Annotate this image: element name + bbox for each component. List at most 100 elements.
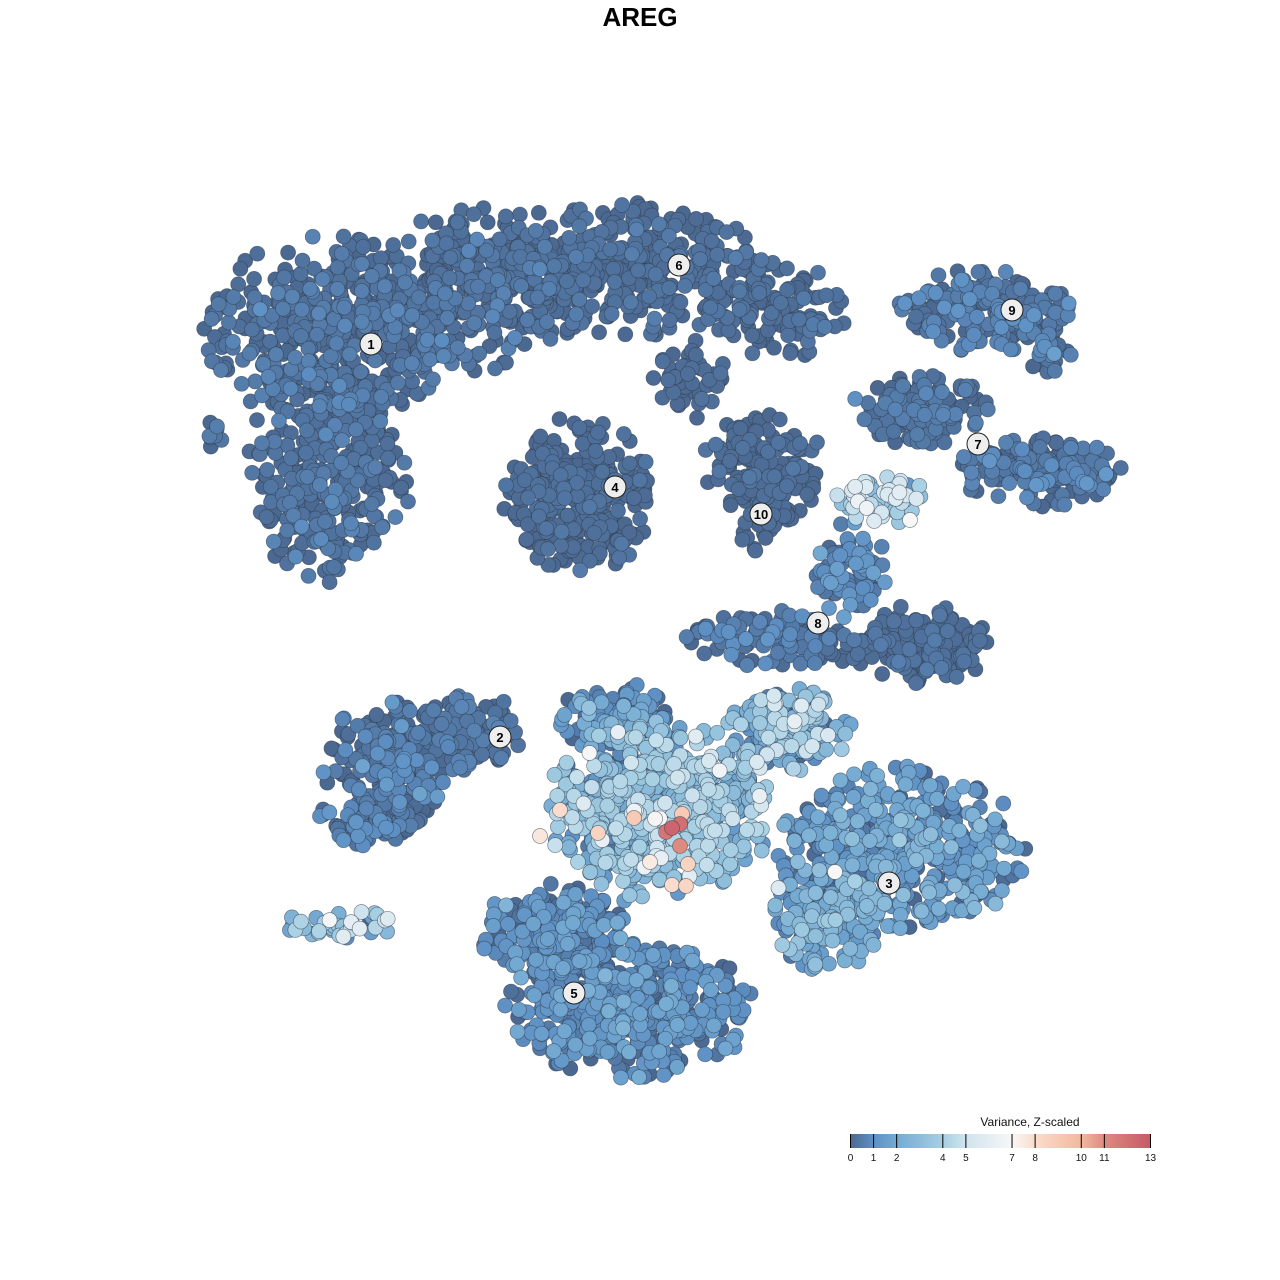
data-point	[324, 493, 340, 510]
data-point	[1062, 346, 1079, 363]
data-point	[766, 339, 782, 356]
data-point	[465, 206, 482, 223]
data-point	[655, 1067, 672, 1083]
data-point	[990, 488, 1007, 505]
data-point	[661, 227, 677, 244]
data-point	[530, 204, 547, 221]
data-point	[335, 228, 352, 245]
data-point	[688, 347, 704, 363]
data-point	[545, 1043, 562, 1059]
data-point	[225, 289, 242, 305]
data-point	[1078, 475, 1095, 492]
data-point	[284, 288, 301, 305]
data-point	[539, 541, 556, 557]
data-point	[948, 669, 965, 685]
data-point	[556, 1023, 573, 1040]
data-point	[425, 702, 442, 719]
data-point	[300, 353, 317, 370]
data-point	[539, 931, 556, 947]
data-point	[449, 214, 466, 231]
data-point	[847, 391, 864, 407]
data-point	[734, 440, 751, 456]
data-point	[688, 211, 704, 227]
data-point	[393, 718, 410, 734]
data-point	[747, 542, 764, 559]
data-point	[759, 631, 776, 648]
data-point	[892, 906, 909, 923]
data-point	[541, 280, 558, 297]
data-point	[614, 945, 631, 962]
data-point	[333, 245, 350, 262]
data-point	[770, 434, 787, 451]
data-point	[471, 345, 488, 362]
data-point	[738, 631, 754, 647]
data-point	[379, 435, 396, 452]
data-point	[559, 507, 576, 524]
data-point	[632, 510, 648, 527]
data-point	[963, 464, 980, 481]
data-point	[757, 530, 774, 546]
data-point	[855, 530, 871, 547]
data-point	[510, 737, 526, 754]
data-point	[979, 401, 996, 418]
data-point	[385, 237, 402, 253]
data-point	[419, 331, 436, 348]
data-point	[209, 418, 225, 435]
data-point	[751, 285, 768, 301]
data-point	[275, 300, 291, 317]
data-point	[271, 412, 287, 429]
data-point	[791, 311, 807, 328]
data-point	[390, 374, 406, 391]
data-point	[628, 221, 645, 238]
data-point	[757, 655, 774, 672]
data-point	[292, 266, 309, 282]
data-point	[337, 742, 354, 759]
data-point	[628, 972, 645, 989]
data-point	[424, 232, 441, 249]
data-point	[766, 468, 783, 485]
data-point	[536, 238, 553, 255]
data-point	[1014, 441, 1030, 458]
data-point	[404, 307, 421, 324]
data-point	[526, 987, 543, 1004]
data-point	[559, 936, 576, 952]
data-point	[832, 772, 849, 789]
data-point	[353, 283, 370, 299]
data-point	[602, 241, 619, 258]
data-point	[315, 764, 332, 781]
data-point	[328, 335, 345, 352]
data-point	[393, 479, 409, 496]
data-point	[971, 632, 988, 649]
data-point	[466, 315, 483, 331]
data-point	[572, 562, 589, 579]
data-point	[1028, 477, 1045, 493]
data-point	[410, 289, 427, 306]
data-point	[254, 435, 270, 451]
data-point	[812, 545, 829, 562]
data-point	[813, 787, 830, 804]
data-point	[220, 314, 237, 331]
data-point	[651, 1043, 668, 1060]
data-point	[312, 477, 328, 493]
data-point	[571, 218, 588, 234]
data-point	[658, 995, 674, 1012]
data-point	[378, 776, 395, 793]
data-point	[313, 531, 329, 547]
data-point	[439, 310, 456, 326]
data-point	[389, 302, 406, 319]
data-point	[610, 502, 626, 519]
data-point	[892, 598, 909, 615]
data-point	[890, 653, 907, 670]
data-point	[260, 368, 277, 385]
data-point	[437, 285, 453, 302]
data-point	[279, 522, 296, 539]
data-point	[684, 952, 701, 969]
data-point	[617, 326, 634, 343]
data-point	[782, 345, 799, 362]
data-point	[513, 969, 529, 986]
data-point	[335, 832, 352, 849]
data-point	[203, 311, 220, 327]
data-point	[731, 283, 748, 300]
data-point	[293, 518, 310, 535]
data-point	[682, 979, 698, 996]
